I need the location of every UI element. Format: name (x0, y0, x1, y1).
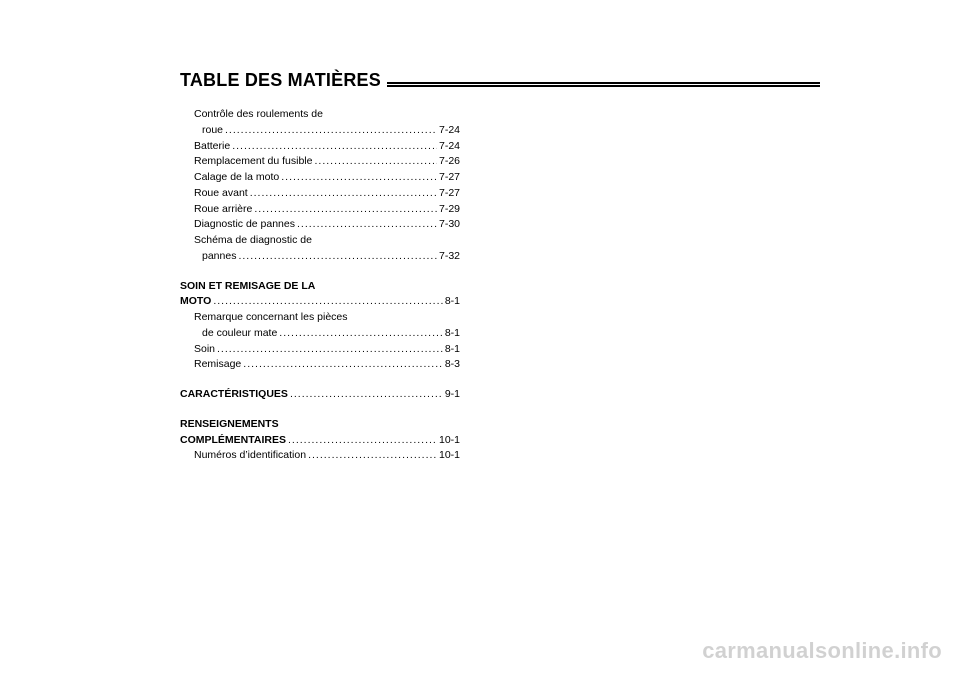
toc-label: Remarque concernant les pièces (194, 310, 348, 326)
toc-group: Contrôle des roulements deroue7-24Batter… (180, 107, 460, 265)
toc-entry: de couleur mate 8-1 (180, 326, 460, 342)
watermark: carmanualsonline.info (702, 638, 942, 664)
page-ref: 7-27 (439, 170, 460, 186)
toc-label: de couleur mate (202, 326, 277, 342)
page-ref: 9-1 (445, 387, 460, 403)
toc-label: Numéros d’identification (194, 448, 306, 464)
toc-label: Batterie (194, 139, 230, 155)
toc-entry: Remisage 8-3 (180, 357, 460, 373)
leader-dots (279, 326, 443, 342)
section-head-line1: SOIN ET REMISAGE DE LA (180, 279, 315, 295)
toc-group: Remarque concernant les piècesde couleur… (180, 310, 460, 373)
toc-label: Calage de la moto (194, 170, 279, 186)
leader-dots (314, 154, 437, 170)
leader-dots (254, 202, 437, 218)
leader-dots (238, 249, 437, 265)
toc-label: Soin (194, 342, 215, 358)
page-ref: 7-27 (439, 186, 460, 202)
title-rule (387, 82, 820, 88)
leader-dots (281, 170, 437, 186)
toc-section-head: RENSEIGNEMENTS COMPLÉMENTAIRES 10-1 (180, 417, 460, 449)
section-head-line2: MOTO (180, 294, 211, 310)
page-ref: 8-3 (445, 357, 460, 373)
section-head-line1: RENSEIGNEMENTS (180, 417, 279, 433)
title-row: TABLE DES MATIÈRES (180, 70, 820, 91)
toc-group: Numéros d’identification 10-1 (180, 448, 460, 464)
leader-dots (225, 123, 437, 139)
toc-section-head: CARACTÉRISTIQUES 9-1 (180, 387, 460, 403)
toc-entry: Roue avant 7-27 (180, 186, 460, 202)
toc-label: Contrôle des roulements de (194, 107, 323, 123)
toc-label: pannes (202, 249, 236, 265)
page-ref: 7-29 (439, 202, 460, 218)
toc-column: Contrôle des roulements deroue7-24Batter… (180, 107, 460, 464)
toc-label: Remplacement du fusible (194, 154, 312, 170)
leader-dots (213, 294, 443, 310)
page-ref: 8-1 (445, 342, 460, 358)
toc-label: roue (202, 123, 223, 139)
leader-dots (290, 387, 443, 403)
page-ref: 7-24 (439, 139, 460, 155)
toc-entry: Numéros d’identification 10-1 (180, 448, 460, 464)
toc-entry: Batterie 7-24 (180, 139, 460, 155)
page-ref: 7-30 (439, 217, 460, 233)
toc-label: Diagnostic de pannes (194, 217, 295, 233)
page-ref: 10-1 (439, 433, 460, 449)
section-head-line2: COMPLÉMENTAIRES (180, 433, 286, 449)
toc-entry: Contrôle des roulements de (180, 107, 460, 123)
page-container: TABLE DES MATIÈRES Contrôle des roulemen… (180, 70, 820, 464)
leader-dots (308, 448, 437, 464)
toc-entry: roue 7-24 (180, 123, 460, 139)
page-ref: 8-1 (445, 326, 460, 342)
page-ref: 8-1 (445, 294, 460, 310)
leader-dots (297, 217, 437, 233)
toc-label: Remisage (194, 357, 241, 373)
leader-dots (250, 186, 437, 202)
toc-label: Schéma de diagnostic de (194, 233, 312, 249)
toc-label: Roue avant (194, 186, 248, 202)
leader-dots (217, 342, 443, 358)
toc-entry: Remarque concernant les pièces (180, 310, 460, 326)
toc-entry: Remplacement du fusible 7-26 (180, 154, 460, 170)
toc-entry: pannes 7-32 (180, 249, 460, 265)
page-ref: 7-26 (439, 154, 460, 170)
page-ref: 7-24 (439, 123, 460, 139)
page-title: TABLE DES MATIÈRES (180, 70, 387, 91)
toc-label: Roue arrière (194, 202, 252, 218)
toc-entry: Soin 8-1 (180, 342, 460, 358)
toc-section-head: SOIN ET REMISAGE DE LA MOTO 8-1 (180, 279, 460, 311)
page-ref: 7-32 (439, 249, 460, 265)
leader-dots (232, 139, 437, 155)
toc-entry: Schéma de diagnostic de (180, 233, 460, 249)
leader-dots (243, 357, 443, 373)
page-ref: 10-1 (439, 448, 460, 464)
toc-entry: Calage de la moto 7-27 (180, 170, 460, 186)
toc-entry: Roue arrière 7-29 (180, 202, 460, 218)
toc-entry: Diagnostic de pannes 7-30 (180, 217, 460, 233)
section-head: CARACTÉRISTIQUES (180, 387, 288, 403)
leader-dots (288, 433, 437, 449)
